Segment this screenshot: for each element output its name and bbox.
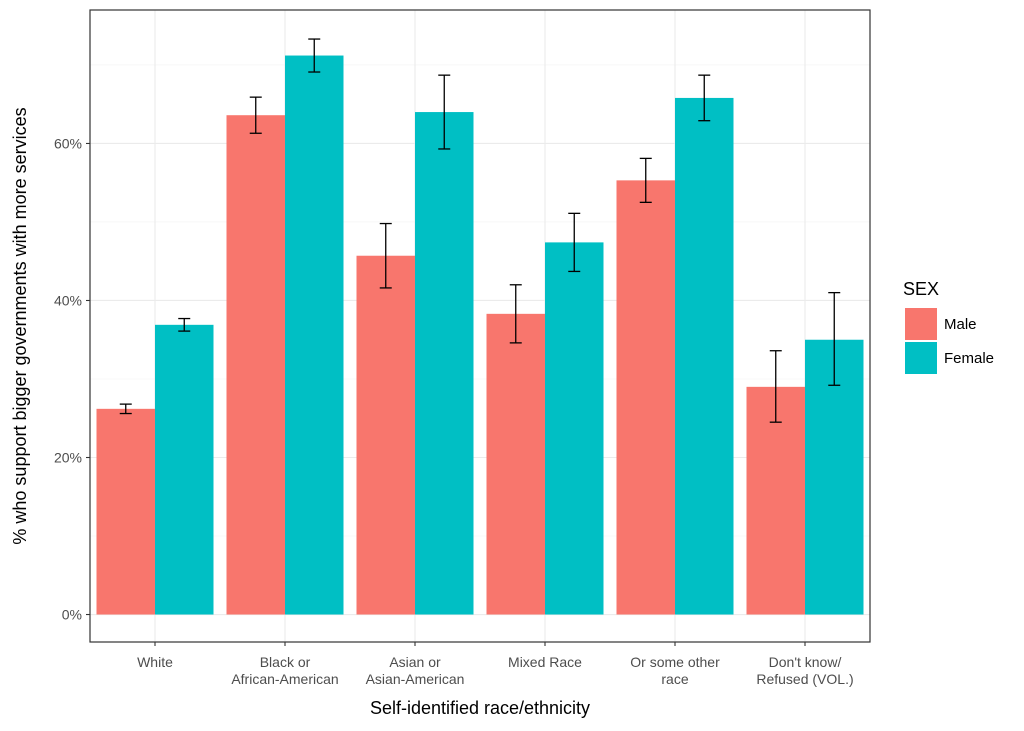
bar-female — [675, 97, 734, 615]
x-tick-label: Mixed Race — [508, 654, 582, 670]
panel-background — [90, 10, 870, 642]
legend-items: Male Female — [905, 308, 994, 374]
x-tick-label: Asian or Asian-American — [366, 654, 465, 687]
x-tick-label: White — [137, 654, 173, 670]
legend: SEX Male Female — [903, 279, 994, 374]
panel-border — [89, 9, 871, 643]
bar-male — [96, 408, 155, 615]
y-tick-label: 60% — [54, 135, 82, 151]
error-bars — [119, 38, 841, 423]
bar-male — [746, 386, 805, 615]
y-tick-label: 20% — [54, 450, 82, 466]
y-axis-title: % who support bigger governments with mo… — [10, 107, 30, 544]
bar-male — [616, 180, 675, 615]
bar-male — [226, 115, 285, 615]
legend-title: SEX — [903, 279, 939, 299]
bar-female — [155, 324, 214, 615]
y-axis: 0% 20% 40% 60% — [54, 135, 90, 623]
bar-female — [545, 242, 604, 615]
bar-male — [486, 313, 545, 615]
y-tick-label: 0% — [62, 607, 82, 623]
bars — [96, 55, 864, 615]
legend-label-female: Female — [944, 350, 994, 367]
x-tick-label: Black or African-American — [231, 654, 338, 687]
bar-male — [356, 255, 415, 615]
bar-female — [285, 55, 344, 615]
legend-swatch-male — [905, 308, 937, 340]
x-tick-label: Don't know/Refused (VOL.) — [756, 654, 853, 687]
x-axis-title: Self-identified race/ethnicity — [370, 698, 590, 718]
y-tick-label: 40% — [54, 292, 82, 308]
x-tick-label: Or some other race — [630, 654, 720, 687]
legend-label-male: Male — [944, 316, 977, 333]
x-axis: White Black or African-American Asian or Asi… — [137, 642, 854, 687]
legend-swatch-female — [905, 342, 937, 374]
bar-female — [415, 112, 474, 615]
